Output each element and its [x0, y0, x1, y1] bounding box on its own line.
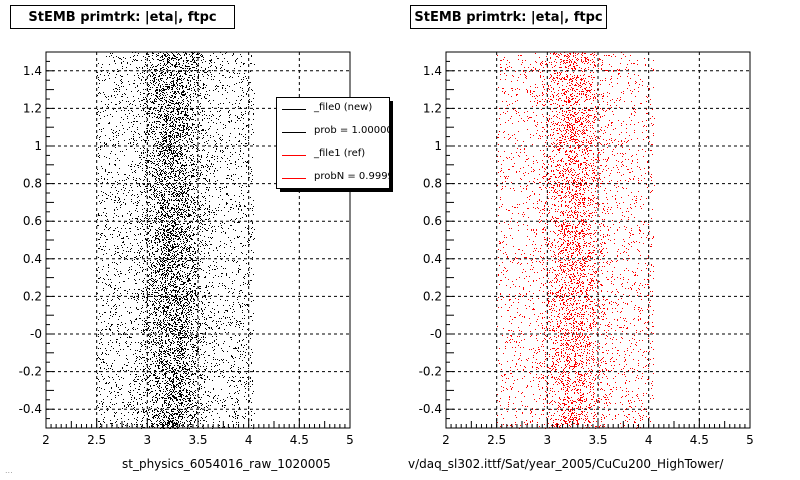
y-tick-label: -0.2	[19, 365, 42, 379]
left-chart-pad: StEMB primtrk: |eta|, ftpc 2 2.5 3 3.5 4 4.5 5…	[10, 5, 393, 471]
right-chart-pad: StEMB primtrk: |eta|, ftpc 2 2.5 3 3.5 4 4.5 5…	[400, 0, 800, 480]
x-tick-label: 4	[645, 433, 653, 447]
left-chart-title: StEMB primtrk: |eta|, ftpc	[10, 5, 235, 29]
x-tick-label: 4.5	[290, 433, 309, 447]
scatter-points	[497, 52, 655, 429]
y-tick-label: 0.6	[423, 214, 442, 228]
legend-entry: probN = 0.999999	[277, 169, 389, 187]
y-axis: -0.4 -0.2 -0 0.2 0.4 0.6 0.8 1 1.2 1.4	[19, 51, 54, 429]
y-tick-label: 0.4	[423, 252, 442, 266]
legend-entry: _file0 (new)	[277, 100, 389, 118]
legend-label: _file0 (new)	[314, 102, 373, 113]
y-tick-label: 1.4	[23, 64, 42, 78]
data-points	[97, 52, 255, 429]
legend-label: probN = 0.999999	[314, 171, 389, 182]
y-tick-label: -0	[30, 327, 42, 341]
x-tick-label: 3.5	[188, 433, 207, 447]
y-tick-label: 1.2	[423, 101, 442, 115]
x-axis: 2 2.5 3 3.5 4 4.5 5	[442, 418, 754, 447]
legend: _file0 (new) prob = 1.000000 _file1 (ref…	[276, 97, 393, 193]
y-tick-label: 0.8	[423, 177, 442, 191]
y-tick-label: 0.6	[23, 214, 42, 228]
x-tick-label: 4.5	[690, 433, 709, 447]
y-tick-label: 0.2	[23, 289, 42, 303]
legend-label: _file1 (ref)	[314, 148, 366, 159]
right-x-axis-label: v/daq_sl302.ittf/Sat/year_2005/CuCu200_H…	[408, 457, 724, 471]
data-points	[497, 52, 655, 429]
x-tick-label: 2	[442, 433, 450, 447]
legend-box: _file0 (new) prob = 1.000000 _file1 (ref…	[276, 97, 390, 189]
y-tick-label: -0.4	[19, 402, 42, 416]
y-tick-label: 0.8	[23, 177, 42, 191]
legend-line	[282, 155, 306, 156]
legend-line	[282, 109, 306, 110]
footer-text: ...	[5, 466, 13, 475]
x-tick-label: 5	[746, 433, 754, 447]
y-tick-label: -0.2	[419, 365, 442, 379]
y-tick-label: -0	[430, 327, 442, 341]
left-scatter-plot: 2 2.5 3 3.5 4 4.5 5 -0.4 -0.2 -0 0.2 0.4 0.6 0.8 1 1.2 1…	[19, 51, 354, 447]
legend-label: prob = 1.000000	[314, 125, 389, 136]
y-tick-label: 0.4	[23, 252, 42, 266]
legend-shadow	[280, 189, 393, 192]
y-tick-label: -0.4	[419, 402, 442, 416]
x-axis: 2 2.5 3 3.5 4 4.5 5	[42, 418, 354, 447]
left-x-axis-label: st_physics_6054016_raw_1020005	[122, 457, 331, 471]
right-scatter-plot: 2 2.5 3 3.5 4 4.5 5 -0.4 -0.2 -0 0.2 0.4 0.6 0.8 1 1.2 1…	[419, 51, 754, 447]
x-tick-label: 2.5	[487, 433, 506, 447]
x-tick-label: 5	[346, 433, 354, 447]
legend-shadow	[390, 101, 393, 192]
grid-lines	[446, 52, 750, 428]
legend-entry: prob = 1.000000	[277, 123, 389, 141]
y-tick-label: 1.4	[423, 64, 442, 78]
y-tick-label: 0.2	[423, 289, 442, 303]
y-tick-label: 1.2	[23, 101, 42, 115]
scatter-points	[97, 52, 255, 429]
y-tick-label: 1	[434, 139, 442, 153]
legend-line	[282, 132, 306, 133]
legend-entry: _file1 (ref)	[277, 146, 389, 164]
legend-line	[282, 178, 306, 179]
y-tick-label: 1	[34, 139, 42, 153]
x-tick-label: 2.5	[87, 433, 106, 447]
x-tick-label: 3	[544, 433, 552, 447]
right-chart-title: StEMB primtrk: |eta|, ftpc	[410, 5, 607, 29]
x-tick-label: 2	[42, 433, 50, 447]
y-axis: -0.4 -0.2 -0 0.2 0.4 0.6 0.8 1 1.2 1.4	[419, 51, 454, 429]
x-tick-label: 3.5	[588, 433, 607, 447]
x-tick-label: 3	[144, 433, 152, 447]
x-tick-label: 4	[245, 433, 253, 447]
